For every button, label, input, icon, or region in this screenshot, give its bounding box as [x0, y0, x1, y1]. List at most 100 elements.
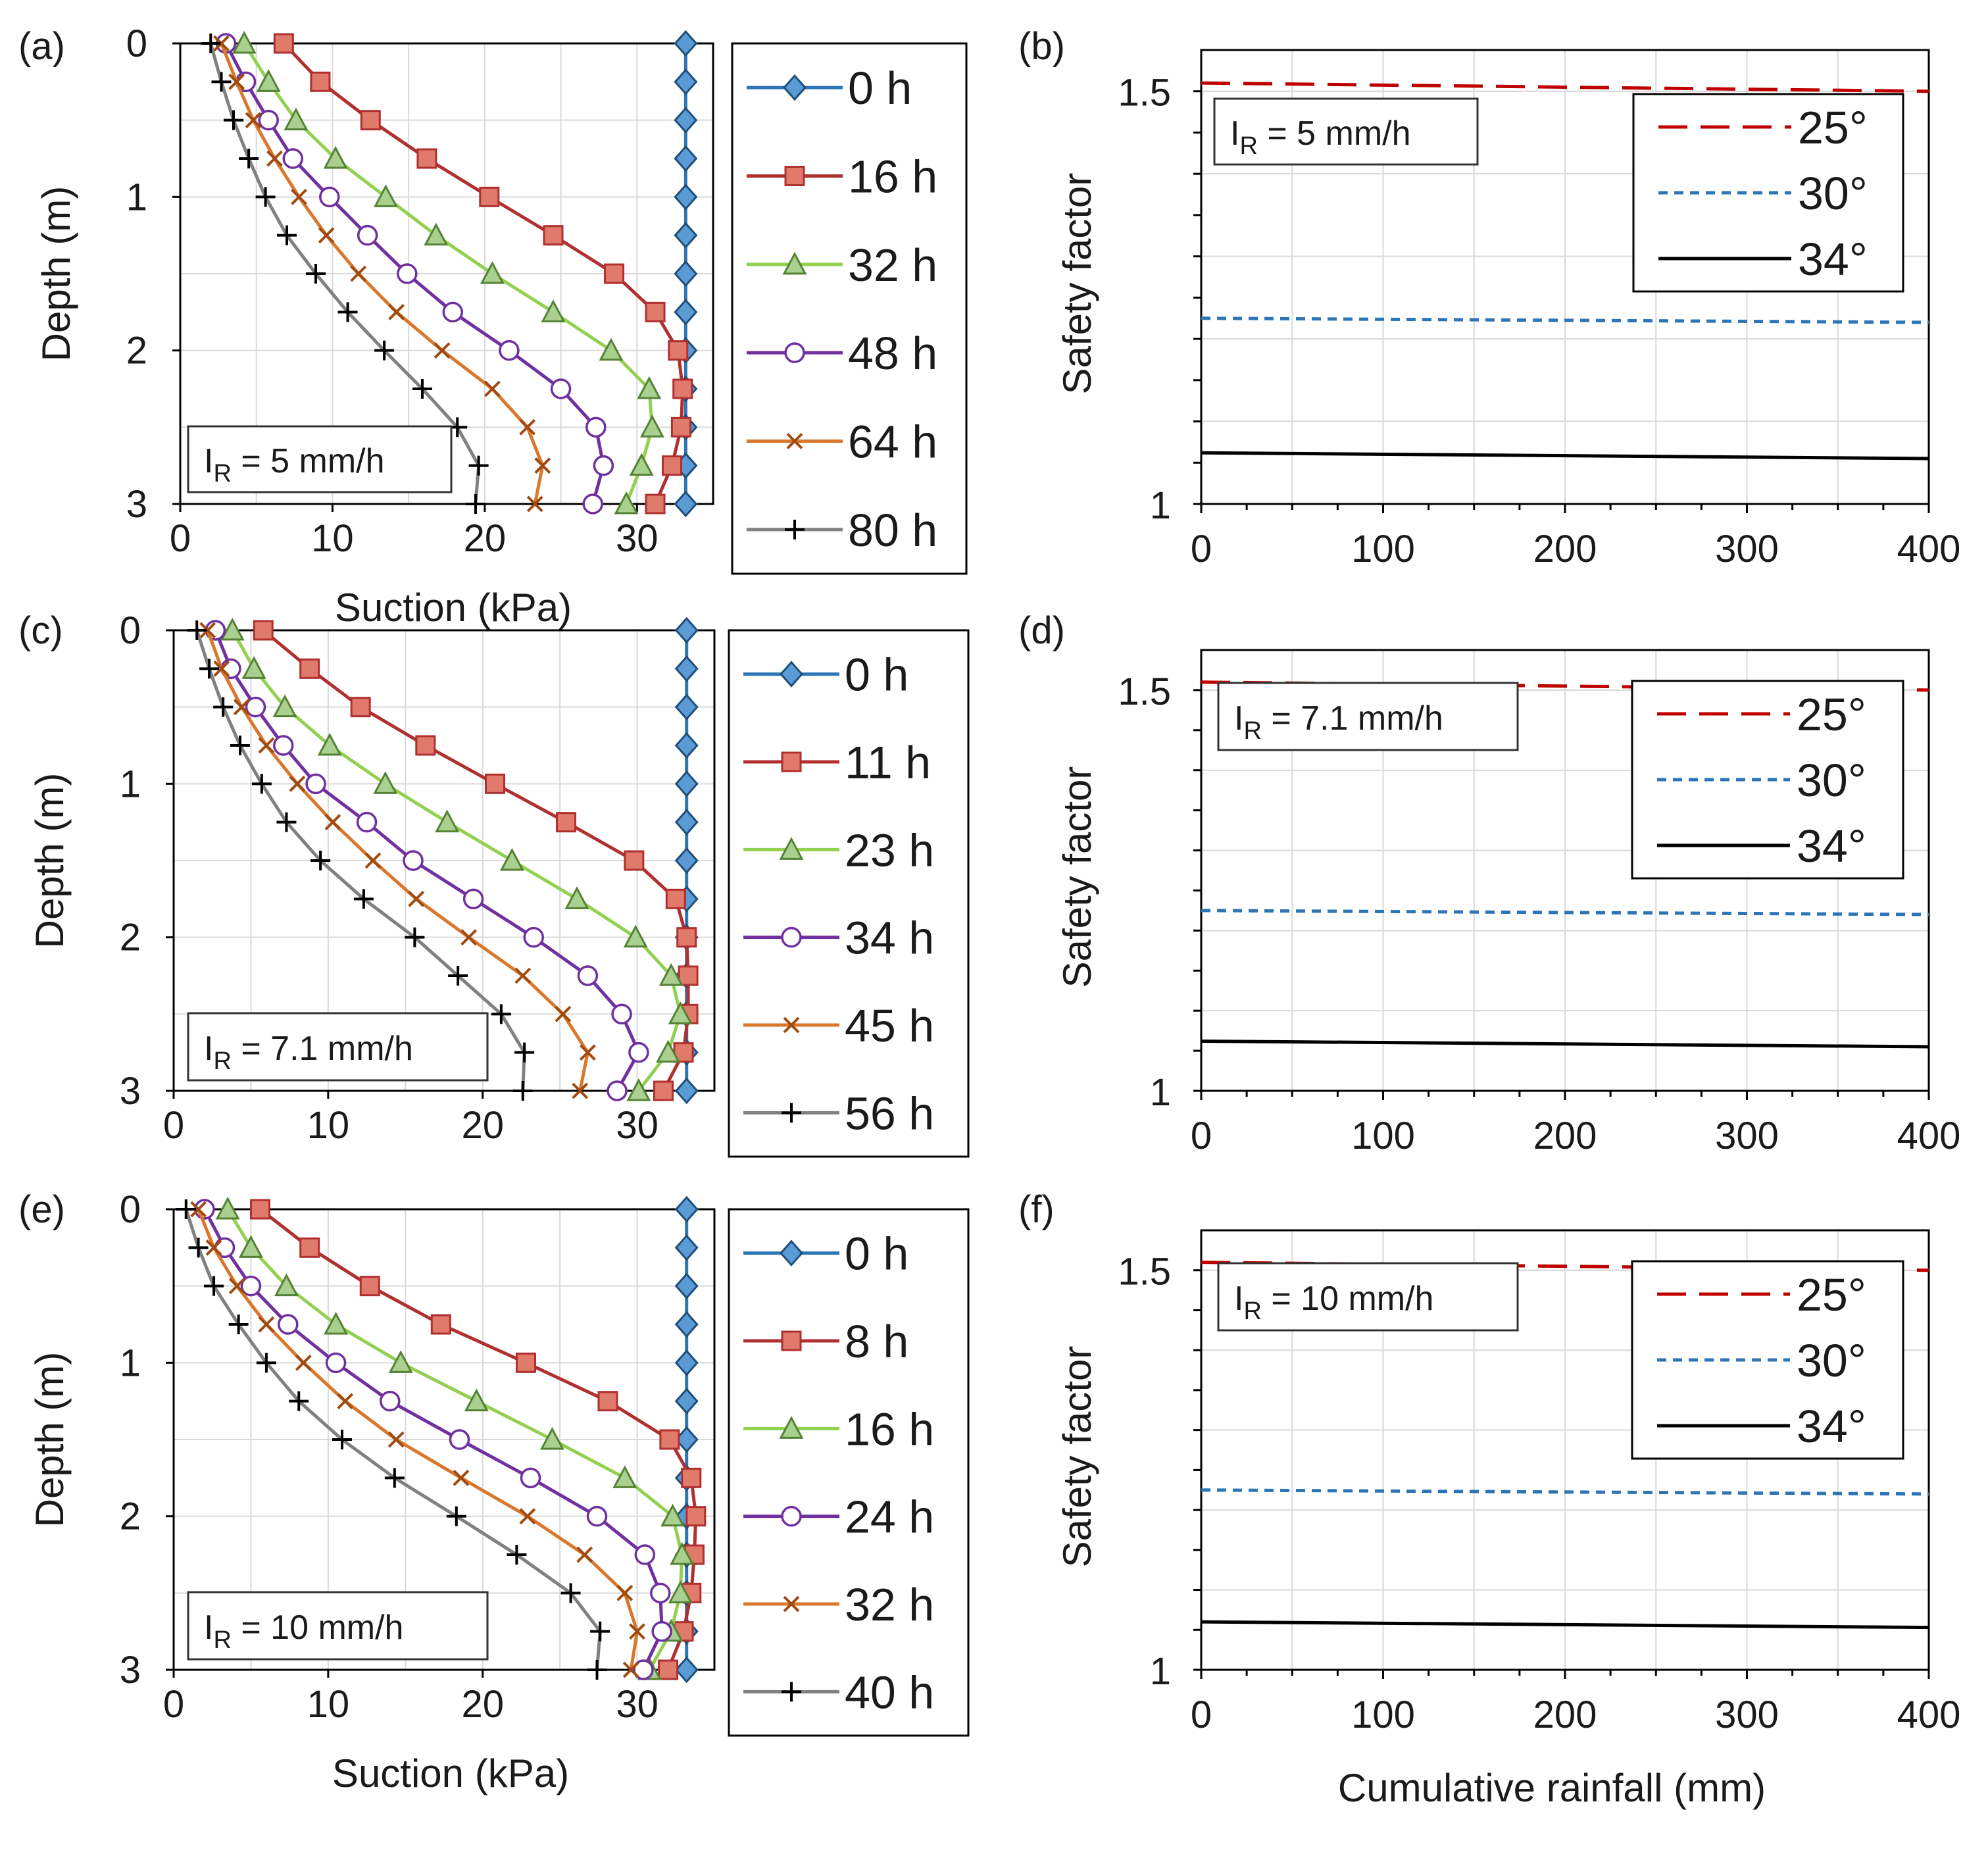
- rain-intensity-label: IR = 5 mm/h: [204, 442, 385, 488]
- data-point-24h: [520, 1467, 541, 1489]
- rain-intensity-symbol: I: [1234, 699, 1243, 738]
- legend-label: 30°: [1797, 1335, 1866, 1386]
- data-point-0h: [674, 1272, 699, 1299]
- y-tick-label: 2: [120, 916, 141, 959]
- legend-marker: [784, 342, 805, 363]
- data-point-23h: [656, 1040, 681, 1063]
- rain-intensity-box: [1217, 1262, 1519, 1332]
- data-point-45h: [460, 929, 477, 946]
- data-point-16h: [416, 148, 437, 169]
- data-point-56h: [311, 851, 331, 870]
- y-tick-label: 1: [120, 1342, 141, 1384]
- legend: 0 h 8 h 16 h 24 h 32 h 40 h: [728, 1208, 970, 1737]
- plot-frame: [172, 629, 716, 1092]
- data-point-32h: [519, 1508, 536, 1525]
- x-tick-label: 400: [1897, 1693, 1961, 1736]
- data-point-56h: [448, 966, 468, 986]
- data-point-8h: [359, 1276, 380, 1297]
- data-point-0h: [674, 1077, 699, 1105]
- data-point-40h: [587, 1660, 607, 1680]
- data-point-24h: [586, 1505, 608, 1527]
- legend-marker: [781, 926, 802, 948]
- data-point-32h: [256, 69, 281, 92]
- data-point-32h: [639, 414, 664, 438]
- y-axis-label: Safety factor: [1055, 1346, 1099, 1568]
- legend-label: 32 h: [848, 239, 937, 291]
- legend: 0 h 11 h 23 h 34 h 45 h 56 h: [728, 629, 970, 1158]
- data-point-11h: [676, 927, 697, 948]
- rain-intensity-box: [187, 1012, 489, 1082]
- legend-label: 80 h: [848, 505, 937, 556]
- data-point-64h: [245, 112, 262, 129]
- x-tick-label: 100: [1351, 528, 1415, 570]
- legend-marker: [782, 1103, 801, 1123]
- x-tick-label: 10: [311, 517, 354, 560]
- data-point-8h: [515, 1352, 536, 1373]
- rain-intensity-subscript: R: [1243, 717, 1261, 745]
- data-point-80h: [305, 264, 326, 284]
- data-point-56h: [276, 812, 297, 832]
- data-point-56h: [353, 889, 374, 909]
- rain-intensity-label: IR = 5 mm/h: [1230, 114, 1411, 160]
- x-tick-label: 100: [1351, 1693, 1415, 1736]
- data-point-23h: [564, 886, 589, 909]
- data-point-24h: [634, 1544, 656, 1565]
- legend-label: 16 h: [845, 1403, 934, 1455]
- panel-b: 0 100 200 300 400 1 1.5 Safety factor (b) 25° 30° 3…: [1018, 25, 1960, 570]
- data-point-32h: [205, 1239, 222, 1256]
- data-point-64h: [484, 380, 501, 397]
- data-point-34h: [356, 811, 378, 833]
- data-point-11h: [653, 1080, 674, 1101]
- y-tick-label: 0: [120, 1188, 141, 1231]
- rain-intensity-value: = 10 mm/h: [1262, 1280, 1434, 1318]
- data-point-16h: [604, 263, 625, 284]
- rain-intensity-value: = 5 mm/h: [232, 442, 385, 480]
- data-point-16h: [388, 1350, 413, 1373]
- data-point-32h: [576, 1546, 593, 1563]
- legend-label: 25°: [1797, 689, 1866, 740]
- data-point-32h: [614, 491, 639, 514]
- data-point-11h: [253, 620, 274, 641]
- legend-label: 25°: [1797, 1269, 1866, 1320]
- rain-intensity-symbol: I: [1230, 114, 1239, 153]
- data-point-23h: [241, 656, 266, 679]
- panel-e: 0 10 20 30 0 1 2 3 Depth (m) Suction (kPa) (e) 0 h 8…: [18, 1188, 970, 1795]
- data-point-64h: [318, 227, 335, 244]
- data-point-64h: [519, 418, 536, 436]
- x-tick-label: 20: [461, 1104, 504, 1147]
- x-tick-label: 0: [1191, 1115, 1212, 1157]
- series-group: [176, 1195, 707, 1684]
- legend-label: 48 h: [848, 328, 937, 379]
- data-point-40h: [332, 1430, 352, 1449]
- data-point-64h: [388, 303, 405, 320]
- data-point-24h: [278, 1314, 299, 1335]
- x-tick-label: 200: [1533, 1693, 1597, 1736]
- legend-frame: [728, 1208, 970, 1737]
- data-point-56h: [491, 1004, 511, 1024]
- legend-marker: [783, 1595, 800, 1613]
- y-tick-label: 1: [1150, 1650, 1171, 1693]
- legend-marker: [781, 1505, 802, 1527]
- legend-label: 45 h: [845, 1000, 934, 1051]
- legend-marker: [781, 751, 802, 772]
- data-point-80h: [255, 187, 276, 207]
- data-point-0h: [674, 770, 699, 797]
- safety-line-30deg: [1201, 316, 1929, 324]
- data-point-80h: [211, 72, 232, 92]
- data-point-24h: [325, 1352, 347, 1374]
- panel-f: 0 100 200 300 400 1 1.5 Safety factor Cumulative…: [1018, 1188, 1960, 1810]
- data-point-32h: [232, 30, 257, 54]
- data-point-34h: [577, 965, 599, 986]
- legend-label: 32 h: [845, 1579, 934, 1630]
- y-tick-label: 1.5: [1118, 670, 1171, 713]
- data-point-16h: [645, 493, 666, 514]
- y-tick-label: 1.5: [1118, 1251, 1171, 1293]
- panel-label: (d): [1018, 609, 1065, 652]
- data-point-45h: [555, 1005, 572, 1022]
- data-point-0h: [674, 1656, 699, 1684]
- data-point-64h: [291, 188, 307, 205]
- legend-marker: [779, 1240, 804, 1267]
- data-point-64h: [534, 457, 551, 474]
- legend-label: 0 h: [848, 63, 912, 114]
- panel-label: (e): [18, 1188, 65, 1231]
